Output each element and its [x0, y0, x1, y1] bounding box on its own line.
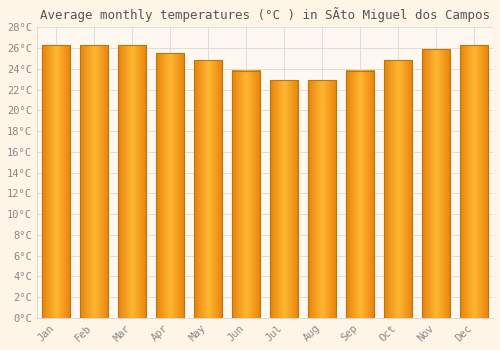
Bar	[422, 49, 450, 318]
Bar	[118, 45, 146, 318]
Bar	[308, 80, 336, 318]
Bar	[232, 71, 260, 318]
Bar	[384, 61, 412, 318]
Bar	[156, 53, 184, 318]
Bar	[80, 45, 108, 318]
Bar	[460, 45, 488, 318]
Title: Average monthly temperatures (°C ) in SÃto Miguel dos Campos: Average monthly temperatures (°C ) in SÃ…	[40, 7, 490, 22]
Bar	[270, 80, 298, 318]
Bar	[194, 61, 222, 318]
Bar	[42, 45, 70, 318]
Bar	[346, 71, 374, 318]
